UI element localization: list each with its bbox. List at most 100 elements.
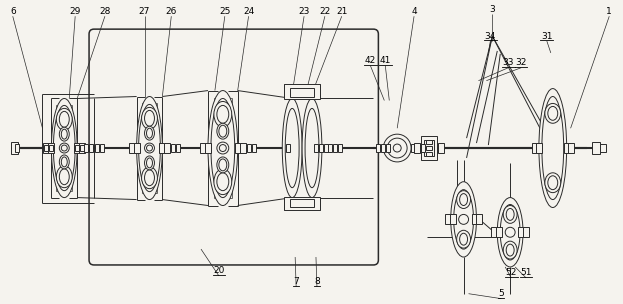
Bar: [80, 145, 84, 151]
Bar: [200, 143, 206, 153]
Ellipse shape: [217, 157, 229, 173]
Bar: [421, 144, 425, 152]
Text: 51: 51: [520, 268, 532, 277]
Bar: [164, 143, 170, 153]
Ellipse shape: [59, 127, 69, 141]
Bar: [49, 143, 54, 153]
Bar: [492, 227, 497, 237]
Ellipse shape: [503, 241, 517, 259]
Bar: [205, 143, 211, 153]
Bar: [532, 143, 538, 153]
Bar: [426, 146, 432, 150]
Bar: [171, 144, 175, 152]
Bar: [79, 143, 85, 153]
Bar: [328, 144, 332, 152]
Ellipse shape: [146, 145, 153, 151]
Bar: [319, 144, 323, 152]
Ellipse shape: [214, 102, 232, 127]
Bar: [426, 152, 432, 156]
Ellipse shape: [459, 214, 468, 224]
Ellipse shape: [539, 88, 567, 208]
Ellipse shape: [56, 109, 72, 130]
Ellipse shape: [214, 169, 232, 195]
Text: 1: 1: [606, 7, 612, 16]
Bar: [290, 88, 314, 96]
Bar: [44, 143, 49, 153]
Text: 3: 3: [490, 5, 495, 14]
Bar: [450, 214, 455, 224]
Bar: [414, 143, 420, 153]
Bar: [290, 199, 314, 208]
Bar: [536, 143, 542, 153]
Bar: [333, 144, 337, 152]
Ellipse shape: [457, 191, 470, 209]
Text: 7: 7: [293, 277, 299, 286]
Text: 34: 34: [485, 32, 496, 40]
Bar: [100, 144, 104, 152]
Text: 4: 4: [411, 7, 417, 16]
Bar: [424, 140, 434, 156]
Bar: [159, 143, 165, 153]
Ellipse shape: [141, 107, 158, 129]
Ellipse shape: [145, 156, 155, 170]
Text: 24: 24: [243, 7, 254, 16]
Bar: [426, 140, 432, 144]
Bar: [75, 145, 79, 151]
Ellipse shape: [503, 206, 517, 223]
Bar: [518, 227, 524, 237]
Text: 32: 32: [515, 58, 527, 67]
Text: 23: 23: [298, 7, 310, 16]
Ellipse shape: [505, 227, 515, 237]
Ellipse shape: [497, 198, 523, 267]
Bar: [284, 197, 320, 210]
Bar: [381, 144, 385, 152]
Bar: [252, 144, 255, 152]
Bar: [472, 214, 477, 224]
Text: 52: 52: [505, 268, 517, 277]
Text: 28: 28: [99, 7, 111, 16]
Text: 26: 26: [166, 7, 177, 16]
Ellipse shape: [383, 134, 411, 162]
Bar: [438, 143, 444, 153]
Bar: [601, 144, 606, 152]
Ellipse shape: [393, 144, 401, 152]
Text: 8: 8: [314, 277, 320, 286]
Bar: [568, 143, 574, 153]
Ellipse shape: [450, 182, 477, 257]
Bar: [15, 144, 19, 152]
Bar: [44, 145, 49, 151]
Text: 25: 25: [219, 7, 231, 16]
Bar: [286, 144, 290, 152]
Bar: [497, 227, 502, 237]
Bar: [477, 214, 482, 224]
Bar: [416, 144, 420, 152]
Bar: [592, 142, 601, 154]
Ellipse shape: [145, 126, 155, 140]
Ellipse shape: [217, 123, 229, 139]
Ellipse shape: [219, 145, 226, 151]
Bar: [84, 144, 88, 152]
Ellipse shape: [59, 143, 69, 153]
Ellipse shape: [141, 167, 158, 189]
Bar: [89, 144, 93, 152]
Ellipse shape: [282, 98, 302, 198]
Ellipse shape: [145, 143, 155, 153]
Bar: [176, 144, 180, 152]
Ellipse shape: [217, 142, 229, 154]
Ellipse shape: [59, 155, 69, 169]
Ellipse shape: [302, 98, 322, 198]
Bar: [338, 144, 342, 152]
Bar: [564, 143, 569, 153]
Bar: [376, 144, 381, 152]
Bar: [324, 144, 328, 152]
Bar: [49, 145, 54, 151]
Bar: [421, 136, 437, 160]
Ellipse shape: [457, 230, 470, 248]
Bar: [129, 143, 135, 153]
Bar: [134, 143, 140, 153]
Bar: [386, 144, 390, 152]
Ellipse shape: [208, 91, 238, 206]
Bar: [523, 227, 529, 237]
Text: 21: 21: [336, 7, 348, 16]
Bar: [11, 142, 17, 154]
